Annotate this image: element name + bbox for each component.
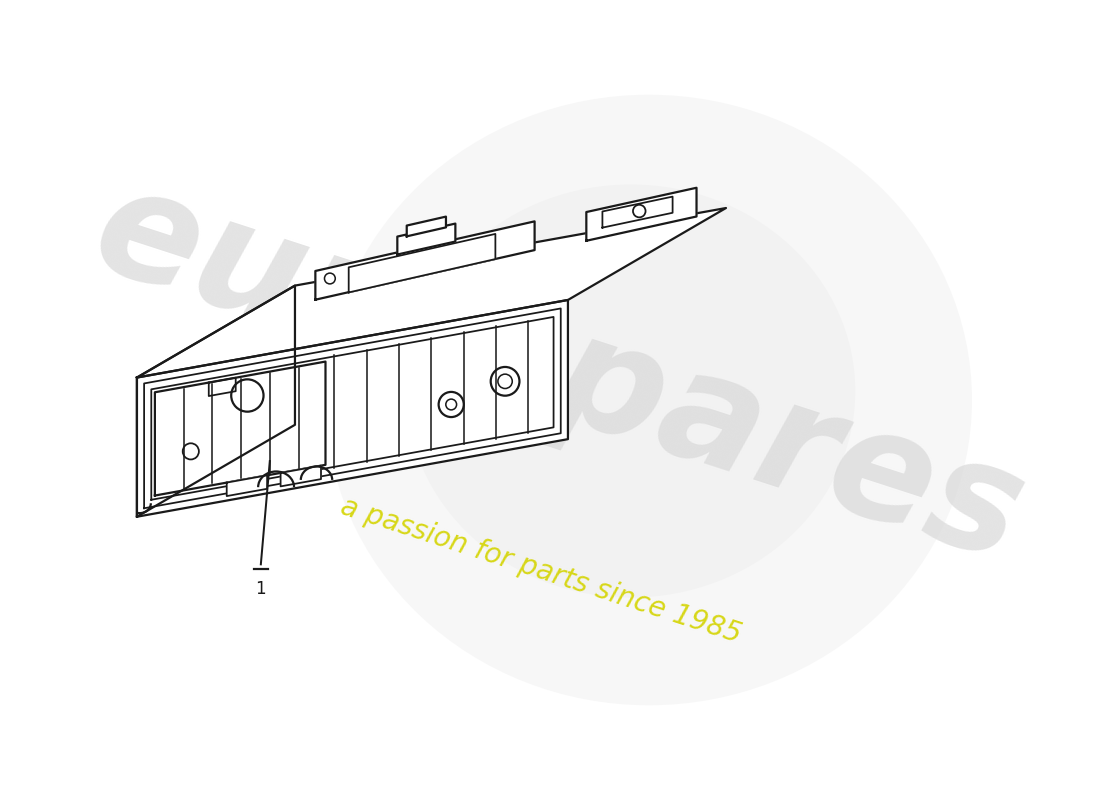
Polygon shape: [136, 300, 568, 517]
Polygon shape: [316, 222, 535, 300]
Ellipse shape: [406, 185, 856, 598]
Text: eurospares: eurospares: [77, 153, 1042, 593]
Text: 1: 1: [255, 579, 266, 598]
Ellipse shape: [326, 94, 972, 706]
Polygon shape: [136, 208, 726, 378]
Text: a passion for parts since 1985: a passion for parts since 1985: [337, 493, 745, 649]
Polygon shape: [586, 188, 696, 241]
Polygon shape: [280, 466, 321, 486]
Polygon shape: [397, 223, 455, 254]
Polygon shape: [227, 475, 267, 496]
Polygon shape: [603, 197, 672, 228]
Polygon shape: [136, 286, 295, 517]
Polygon shape: [407, 217, 446, 236]
Polygon shape: [349, 234, 495, 293]
